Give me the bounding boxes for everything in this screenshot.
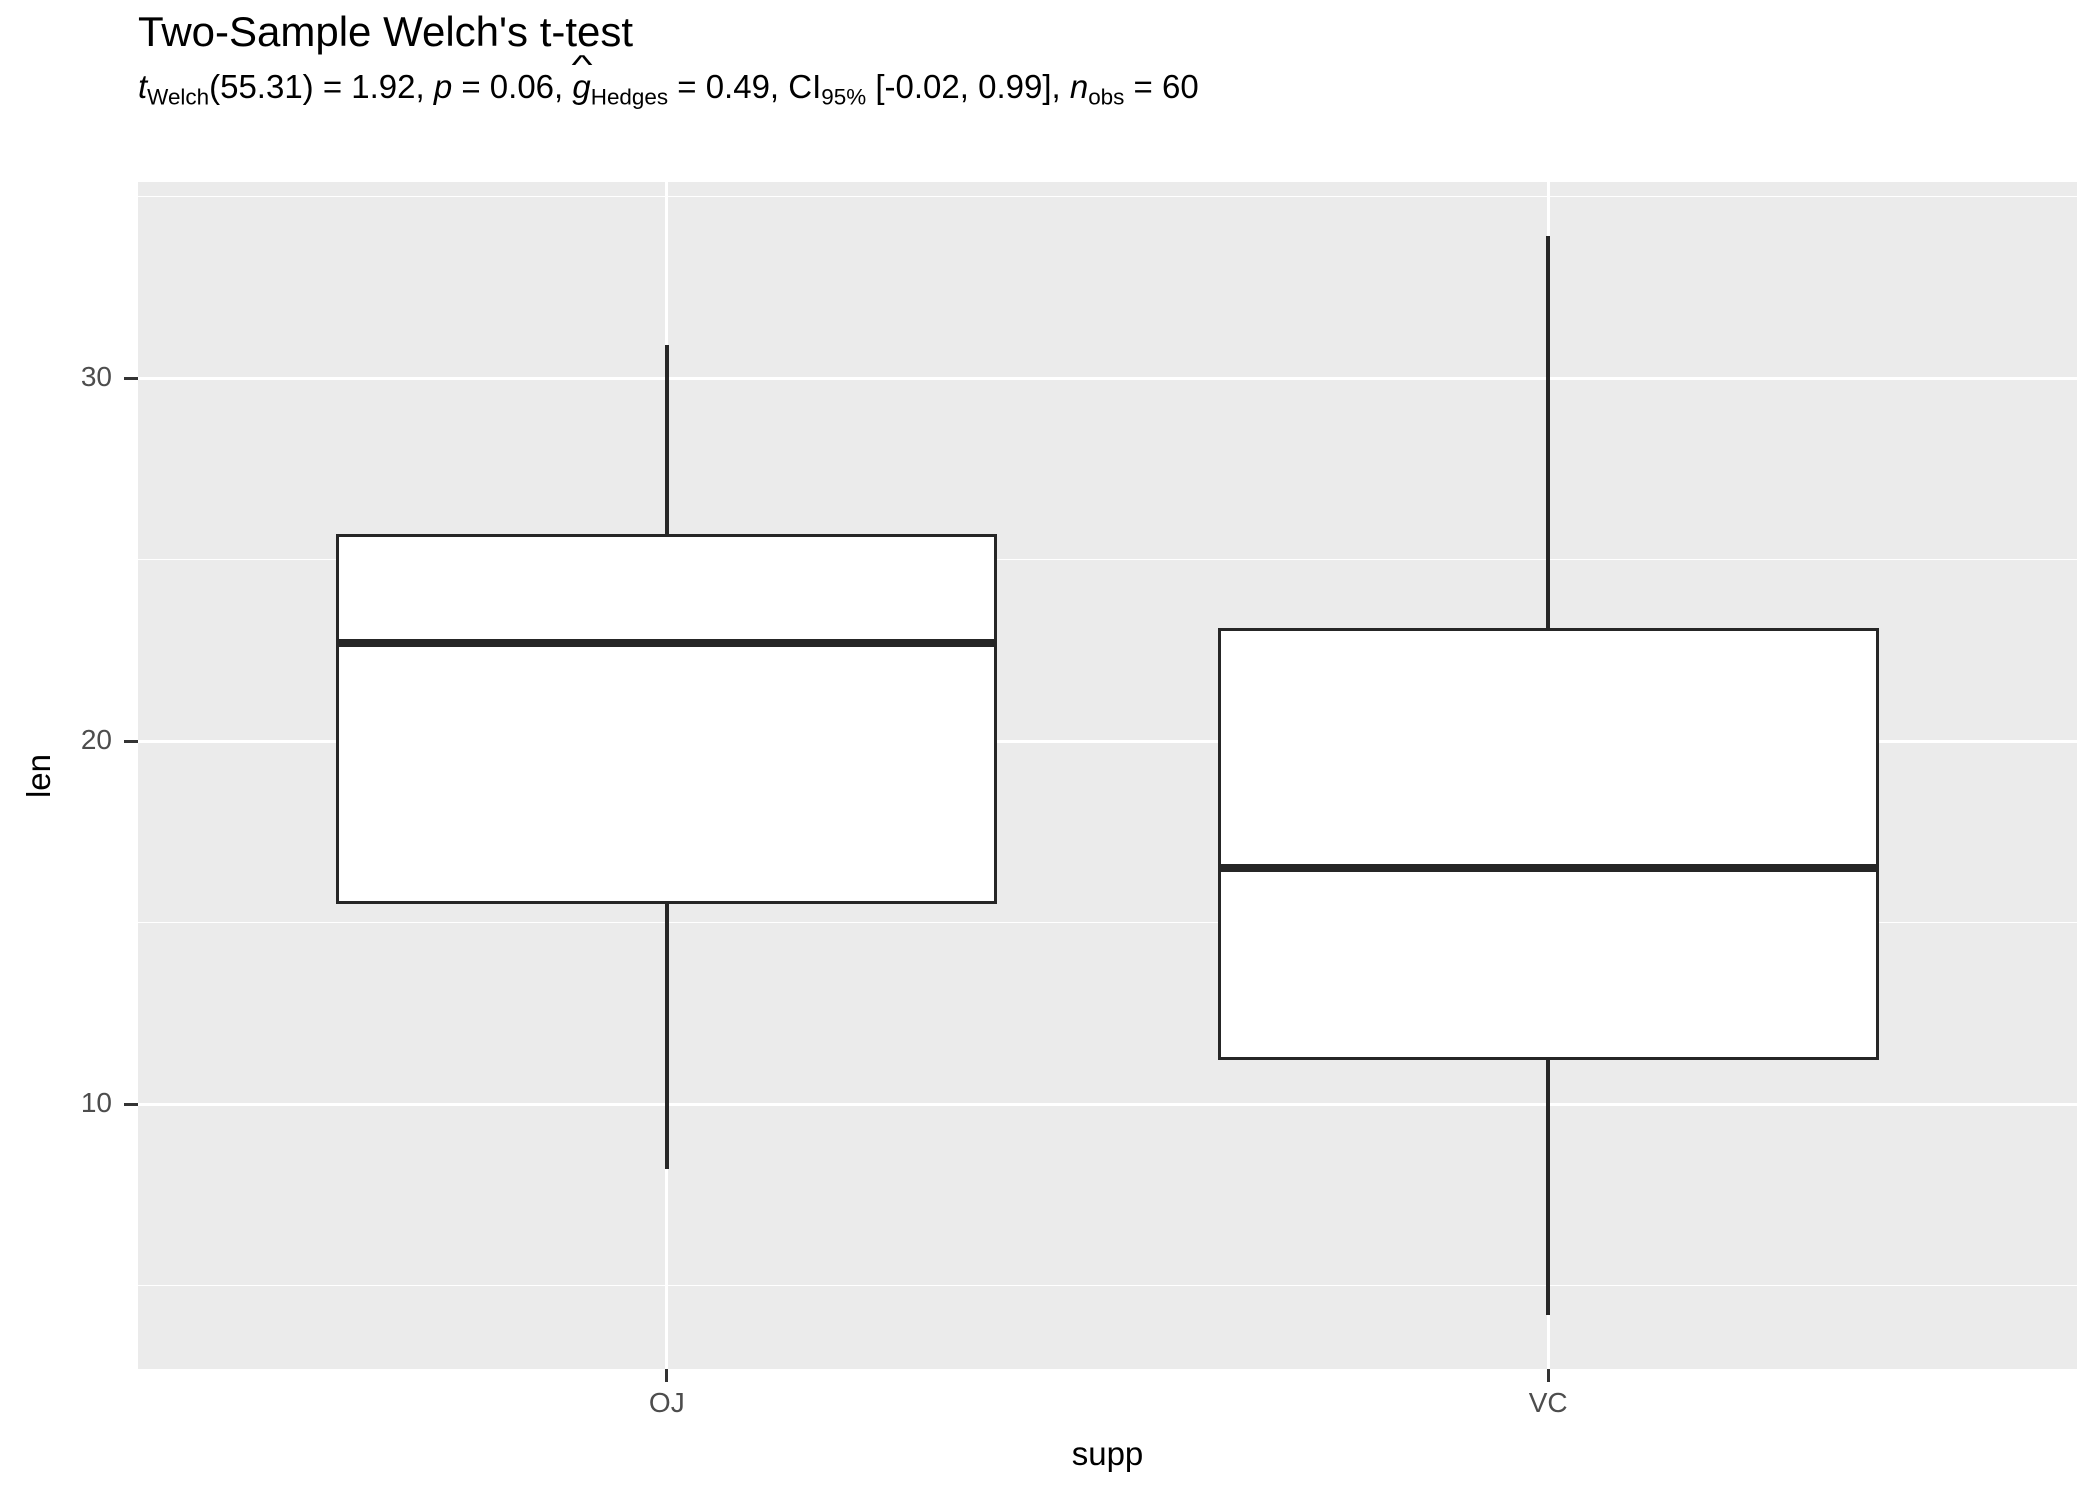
- gridline-minor: [138, 195, 2077, 198]
- subtitle-segment-6: Hedges: [590, 84, 669, 110]
- gridline-minor: [138, 921, 2077, 924]
- gridline-major: [138, 1102, 2077, 1106]
- gridline-minor: [138, 1284, 2077, 1287]
- y-tick-mark: [124, 376, 138, 380]
- whisker-upper-oj: [664, 345, 670, 535]
- gridline-minor: [138, 558, 2077, 561]
- whisker-lower-oj: [664, 904, 670, 1170]
- median-line-oj: [336, 639, 998, 647]
- box-vc: [1217, 628, 1879, 1061]
- subtitle-segment-11: obs: [1088, 84, 1125, 110]
- subtitle-segment-0: t: [138, 68, 148, 105]
- y-tick-label: 20: [80, 724, 112, 755]
- gridline-major: [138, 376, 2077, 380]
- subtitle-segment-10: n: [1069, 68, 1089, 105]
- y-tick-label: 30: [80, 361, 112, 393]
- y-tick-mark: [124, 1102, 138, 1106]
- chart-title: Two-Sample Welch's t-test: [138, 8, 634, 55]
- hat-accent: ^: [571, 50, 594, 81]
- y-tick-mark: [124, 739, 138, 743]
- subtitle-segment-5: g ^: [571, 50, 594, 105]
- y-axis-title: len: [20, 753, 57, 798]
- subtitle-segment-4: = 0.06,: [452, 68, 573, 105]
- subtitle-segment-3: p: [433, 68, 453, 105]
- x-tick-label-vc: VC: [1528, 1387, 1568, 1418]
- subtitle-segment-9: [-0.02, 0.99],: [866, 68, 1070, 105]
- plot-panel: [138, 182, 2077, 1369]
- whisker-lower-vc: [1545, 1060, 1551, 1315]
- subtitle-segment-12: = 60: [1124, 68, 1199, 105]
- y-tick-label: 10: [80, 1087, 112, 1118]
- median-line-vc: [1217, 864, 1879, 873]
- subtitle-segment-7: = 0.49, CI: [668, 68, 822, 105]
- subtitle-segment-1: Welch: [147, 84, 210, 110]
- x-tick-label-oj: OJ: [648, 1387, 685, 1418]
- x-tick-mark: [665, 1369, 669, 1382]
- whisker-upper-vc: [1545, 236, 1551, 629]
- gridline-major: [138, 739, 2077, 743]
- x-tick-mark: [1546, 1369, 1550, 1382]
- x-axis-title: supp: [1071, 1435, 1144, 1472]
- chart-subtitle: tWelch(55.31) = 1.92, p = 0.06, g ^ Hedges…: [138, 50, 1199, 110]
- subtitle-segment-8: 95%: [821, 84, 867, 110]
- subtitle-segment-2: (55.31) = 1.92,: [209, 68, 434, 105]
- box-oj: [336, 534, 998, 905]
